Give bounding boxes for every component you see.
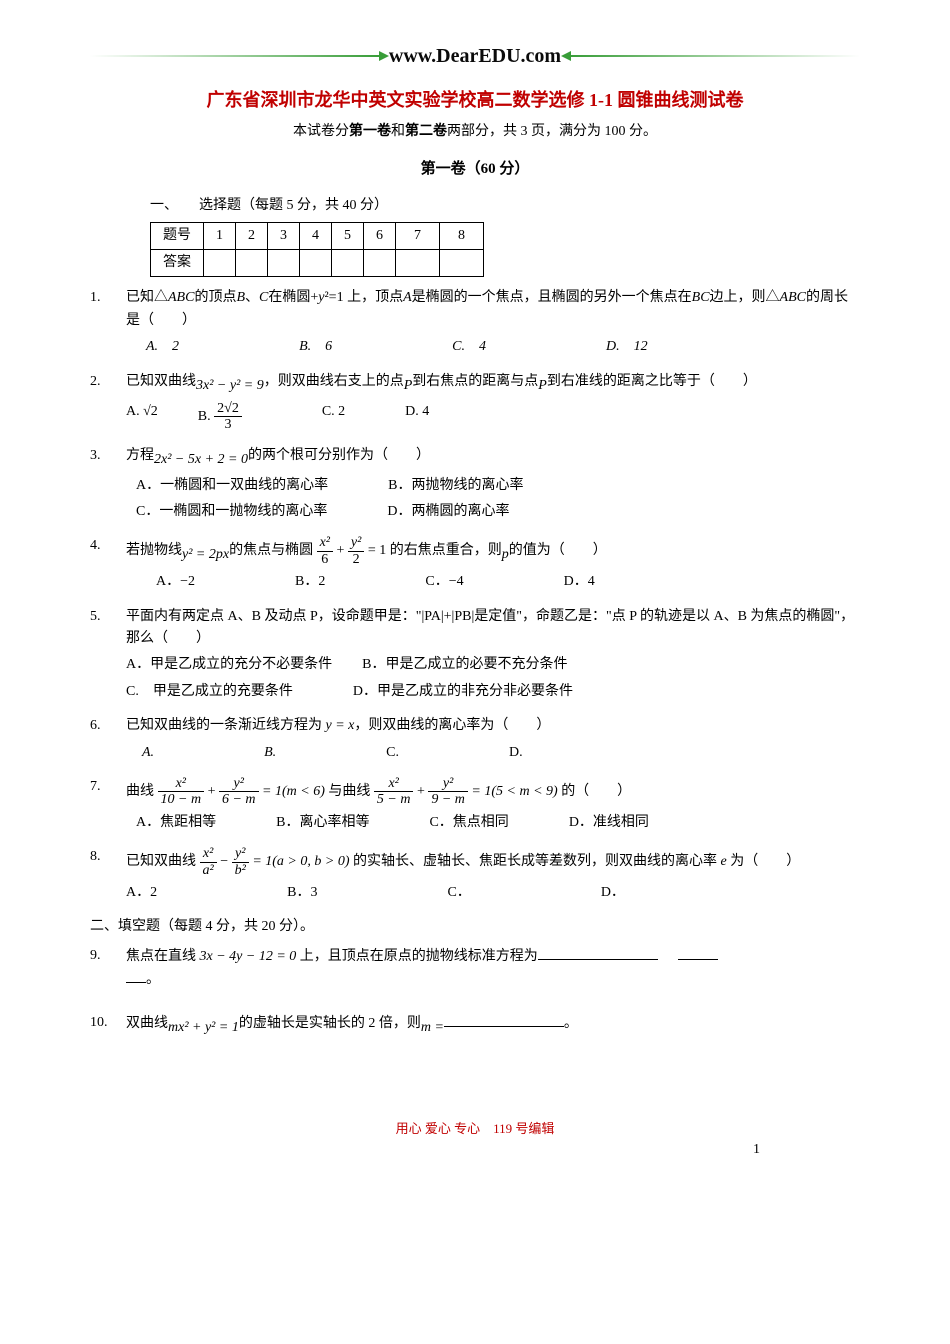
question-1: 1. 已知△ABC的顶点B、C在椭圆+y²=1 上，顶点A是椭圆的一个焦点，且椭… <box>90 287 860 362</box>
footer-text: 用心 爱心 专心 119 号编辑 <box>90 1119 860 1140</box>
question-6: 6. 已知双曲线的一条渐近线方程为 y = x，则双曲线的离心率为（ ） A. … <box>90 715 860 768</box>
question-9: 9. 焦点在直线 3x − 4y − 12 = 0 上，且顶点在原点的抛物线标准… <box>90 945 860 992</box>
banner-line-left <box>90 55 381 57</box>
banner-line-right <box>569 55 860 57</box>
page-title: 广东省深圳市龙华中英文实验学校高二数学选修 1-1 圆锥曲线测试卷 <box>90 86 860 115</box>
footer: 用心 爱心 专心 119 号编辑 1 <box>90 1119 860 1140</box>
question-2: 2. 已知双曲线3x² − y² = 9，则双曲线右支上的点P到右焦点的距离与点… <box>90 371 860 437</box>
section-1-header: 第一卷（60 分） <box>90 157 860 181</box>
question-3: 3. 方程2x² − 5x + 2 = 0的两个根可分别作为（ ） A．一椭圆和… <box>90 445 860 528</box>
question-10: 10. 双曲线mx² + y² = 1的虚轴长是实轴长的 2 倍，则m =。 <box>90 1012 860 1039</box>
part2-label: 二、填空题（每题 4 分，共 20 分）。 <box>90 916 860 938</box>
answer-table: 题号 1 2 3 4 5 6 7 8 答案 <box>150 222 484 278</box>
part1-label: 一、 选择题（每题 5 分，共 40 分） <box>150 195 860 217</box>
subtitle: 本试卷分第一卷和第二卷两部分，共 3 页，满分为 100 分。 <box>90 121 860 143</box>
question-8: 8. 已知双曲线 x²a² − y²b² = 1(a > 0, b > 0) 的… <box>90 846 860 908</box>
banner-url: www.DearEDU.com <box>381 40 569 72</box>
page-number: 1 <box>753 1139 760 1161</box>
table-row1-label: 题号 <box>151 222 204 249</box>
fill-blank <box>538 945 658 960</box>
question-4: 4. 若抛物线y² = 2px的焦点与椭圆 x²6 + y²2 = 1 的右焦点… <box>90 535 860 597</box>
question-7: 7. 曲线 x²10 − m + y²6 − m = 1(m < 6) 与曲线 … <box>90 776 860 838</box>
site-banner: www.DearEDU.com <box>90 40 860 72</box>
question-5: 5. 平面内有两定点 A、B 及动点 P，设命题甲是："|PA|+|PB|是定值… <box>90 606 860 708</box>
table-row2-label: 答案 <box>151 249 204 276</box>
